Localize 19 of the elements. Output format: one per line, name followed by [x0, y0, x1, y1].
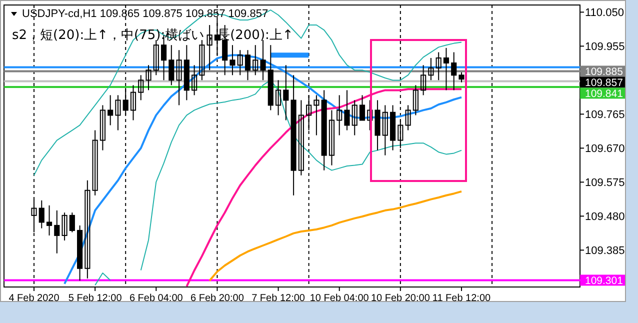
ytick-label: 109.480	[585, 211, 625, 224]
xtick-label: 6 Feb 20:00	[190, 293, 244, 304]
ytick-label: 109.765	[585, 109, 625, 122]
ref-label: 109.885	[585, 66, 623, 78]
xtick-label: 10 Feb 04:00	[310, 293, 369, 304]
xtick-label: 5 Feb 12:00	[68, 293, 122, 304]
xtick-label: 7 Feb 12:00	[252, 293, 305, 304]
ytick-label: 109.385	[585, 245, 625, 258]
xtick-label: 10 Feb 20:00	[370, 293, 430, 304]
ytick-label: 109.575	[585, 177, 625, 190]
xtick-label: 6 Feb 04:00	[129, 293, 183, 304]
ref-label: 109.857	[585, 77, 623, 90]
xtick-label: 4 Feb 2020	[8, 293, 60, 304]
ref-label: 109.841	[585, 88, 623, 100]
ytick-label: 109.670	[585, 143, 625, 156]
ytick-label: 109.955	[585, 41, 625, 54]
ref-label: 109.301	[585, 275, 623, 288]
ytick-label: 110.050	[585, 7, 624, 20]
xtick-label: 11 Feb 12:00	[432, 293, 491, 304]
